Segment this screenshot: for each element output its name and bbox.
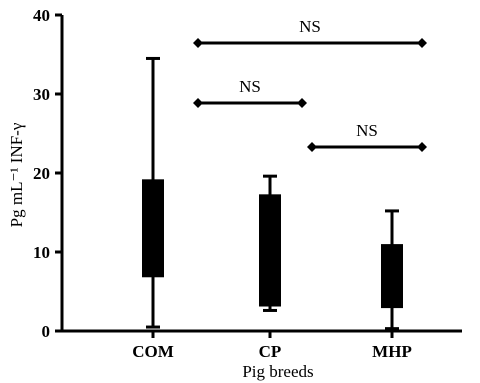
box-com [142, 56, 164, 329]
significance-brackets: NS NS NS [193, 17, 427, 152]
comparison-bracket: NS [193, 17, 427, 48]
y-tick-label: 0 [42, 322, 51, 341]
y-axis-title: Pg mL⁻¹ INF-γ [7, 122, 26, 227]
comparison-bracket: NS [307, 121, 427, 152]
bracket-end-marker [417, 142, 427, 152]
x-tick-label: MHP [372, 342, 412, 361]
bracket-end-marker [193, 98, 203, 108]
iqr-box [381, 244, 403, 309]
x-tick-label: CP [259, 342, 282, 361]
bracket-end-marker [307, 142, 317, 152]
box-mhp [381, 209, 403, 331]
comparison-bracket: NS [193, 77, 307, 108]
bracket-end-marker [417, 38, 427, 48]
significance-label: NS [356, 121, 378, 140]
y-tick-label: 10 [33, 243, 50, 262]
significance-label: NS [299, 17, 321, 36]
boxes [142, 56, 403, 331]
significance-label: NS [239, 77, 261, 96]
y-axis: 0 10 20 30 40 [33, 6, 64, 341]
bracket-end-marker [193, 38, 203, 48]
x-axis: COM CP MHP [62, 329, 462, 361]
iqr-box [259, 194, 281, 307]
x-tick-label: COM [132, 342, 174, 361]
y-tick-label: 20 [33, 164, 50, 183]
y-tick-label: 30 [33, 85, 50, 104]
bracket-end-marker [297, 98, 307, 108]
y-tick-label: 40 [33, 6, 50, 25]
box-cp [259, 174, 281, 312]
x-axis-title: Pig breeds [242, 362, 313, 381]
